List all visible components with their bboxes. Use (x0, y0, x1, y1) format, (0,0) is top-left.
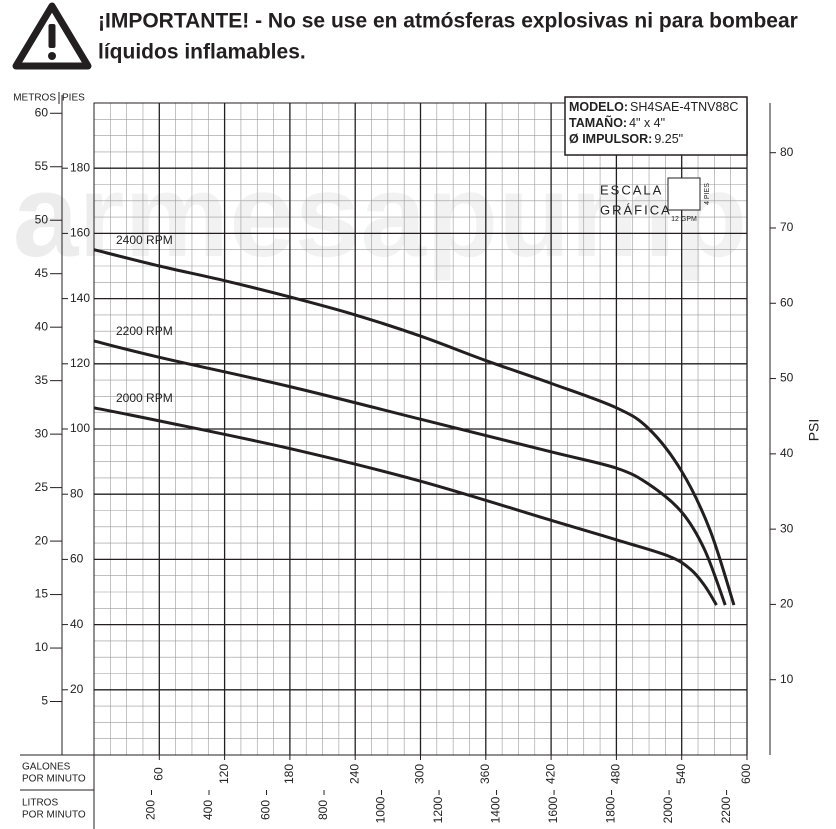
lpm-axis-title: POR MINUTO (22, 810, 86, 821)
lpm-tick-label: 1600 (546, 796, 560, 823)
feet-tick-label: 80 (70, 486, 84, 500)
meters-tick-label: 40 (35, 319, 49, 333)
header-line-2: líquidos inflamables. (98, 41, 306, 64)
meters-tick-label: 45 (35, 266, 49, 280)
model-box (564, 96, 748, 156)
psi-tick-label: 80 (780, 145, 794, 159)
psi-tick-label: 30 (780, 521, 794, 535)
gpm-axis-title: GALONES (22, 762, 71, 773)
lpm-tick-label: 1000 (374, 796, 388, 823)
curve-label: 2000 RPM (116, 391, 173, 405)
gpm-tick-label: 180 (282, 764, 296, 784)
scale-title: ESCALA (600, 182, 663, 197)
psi-axis-title: PSI (806, 419, 822, 442)
scale-y-note: 4 PIES (704, 183, 711, 205)
feet-tick-label: 140 (70, 291, 90, 305)
lpm-tick-label: 1400 (489, 796, 503, 823)
meters-tick-label: 25 (35, 480, 49, 494)
feet-tick-label: 100 (70, 421, 90, 435)
warning-icon (12, 2, 92, 70)
header-line-1: ¡IMPORTANTE! - No se use en atmósferas e… (98, 10, 798, 33)
feet-tick-label: 180 (70, 160, 90, 174)
pump-curve (93, 406, 718, 606)
curve-label: 2400 RPM (116, 233, 173, 247)
gpm-tick-label: 420 (543, 764, 557, 784)
meters-tick-label: 10 (35, 640, 49, 654)
lpm-tick-label: 200 (144, 800, 158, 820)
model-value: 4" x 4" (629, 116, 665, 130)
gpm-tick-label: 600 (739, 764, 753, 784)
meters-tick-label: 20 (35, 533, 49, 547)
scale-square (667, 177, 701, 211)
pump-curve (93, 339, 727, 606)
scale-x-note: 12 GPM (671, 216, 697, 223)
gpm-tick-label: 240 (347, 764, 361, 784)
gpm-tick-label: 300 (413, 764, 427, 784)
feet-axis-title: PIES (62, 93, 85, 104)
gpm-tick-label: 120 (217, 764, 231, 784)
warning-triangle (12, 2, 92, 70)
meters-tick-label: 30 (35, 426, 49, 440)
gpm-tick-label: 60 (151, 767, 165, 781)
pump-curve (93, 248, 736, 606)
meters-tick-label: 35 (35, 373, 49, 387)
psi-tick-label: 20 (780, 597, 794, 611)
feet-tick-label: 40 (70, 617, 84, 631)
lpm-tick-label: 2200 (719, 796, 733, 823)
lpm-tick-label: 600 (259, 800, 273, 820)
scale-title: GRÁFICA (600, 202, 672, 217)
warning-bar (48, 24, 56, 48)
gpm-tick-label: 360 (478, 764, 492, 784)
psi-tick-label: 50 (780, 371, 794, 385)
feet-tick-label: 120 (70, 356, 90, 370)
psi-tick-label: 40 (780, 446, 794, 460)
gpm-tick-label: 540 (674, 764, 688, 784)
lpm-tick-label: 1200 (431, 796, 445, 823)
meters-axis-title: METROS (13, 93, 56, 104)
model-line: MODELO: SH4SAE-4TNV88C (569, 100, 738, 114)
lpm-tick-label: 400 (201, 800, 215, 820)
lpm-tick-label: 2000 (661, 796, 675, 823)
gpm-axis-title: POR MINUTO (22, 774, 86, 785)
lpm-tick-label: 1800 (604, 796, 618, 823)
model-label: MODELO: (569, 100, 628, 114)
model-label: Ø IMPULSOR: (569, 132, 652, 146)
psi-tick-label: 60 (780, 295, 794, 309)
meters-tick-label: 5 (41, 694, 48, 708)
meters-tick-label: 50 (35, 212, 49, 226)
model-label: TAMAÑO: (569, 115, 627, 130)
lpm-tick-label: 800 (316, 800, 330, 820)
meters-tick-label: 15 (35, 587, 49, 601)
psi-tick-label: 70 (780, 220, 794, 234)
feet-tick-label: 20 (70, 682, 84, 696)
curve-label: 2200 RPM (116, 324, 173, 338)
model-value: 9.25" (654, 132, 683, 146)
meters-tick-label: 55 (35, 159, 49, 173)
lpm-axis-title: LITROS (22, 798, 58, 809)
feet-tick-label: 160 (70, 226, 90, 240)
gpm-tick-label: 480 (609, 764, 623, 784)
model-line: Ø IMPULSOR: 9.25" (569, 132, 683, 146)
model-line: TAMAÑO: 4" x 4" (569, 115, 665, 130)
warning-dot (48, 52, 56, 60)
feet-tick-label: 60 (70, 552, 84, 566)
meters-tick-label: 60 (35, 105, 49, 119)
psi-tick-label: 10 (780, 672, 794, 686)
model-value: SH4SAE-4TNV88C (630, 100, 738, 114)
